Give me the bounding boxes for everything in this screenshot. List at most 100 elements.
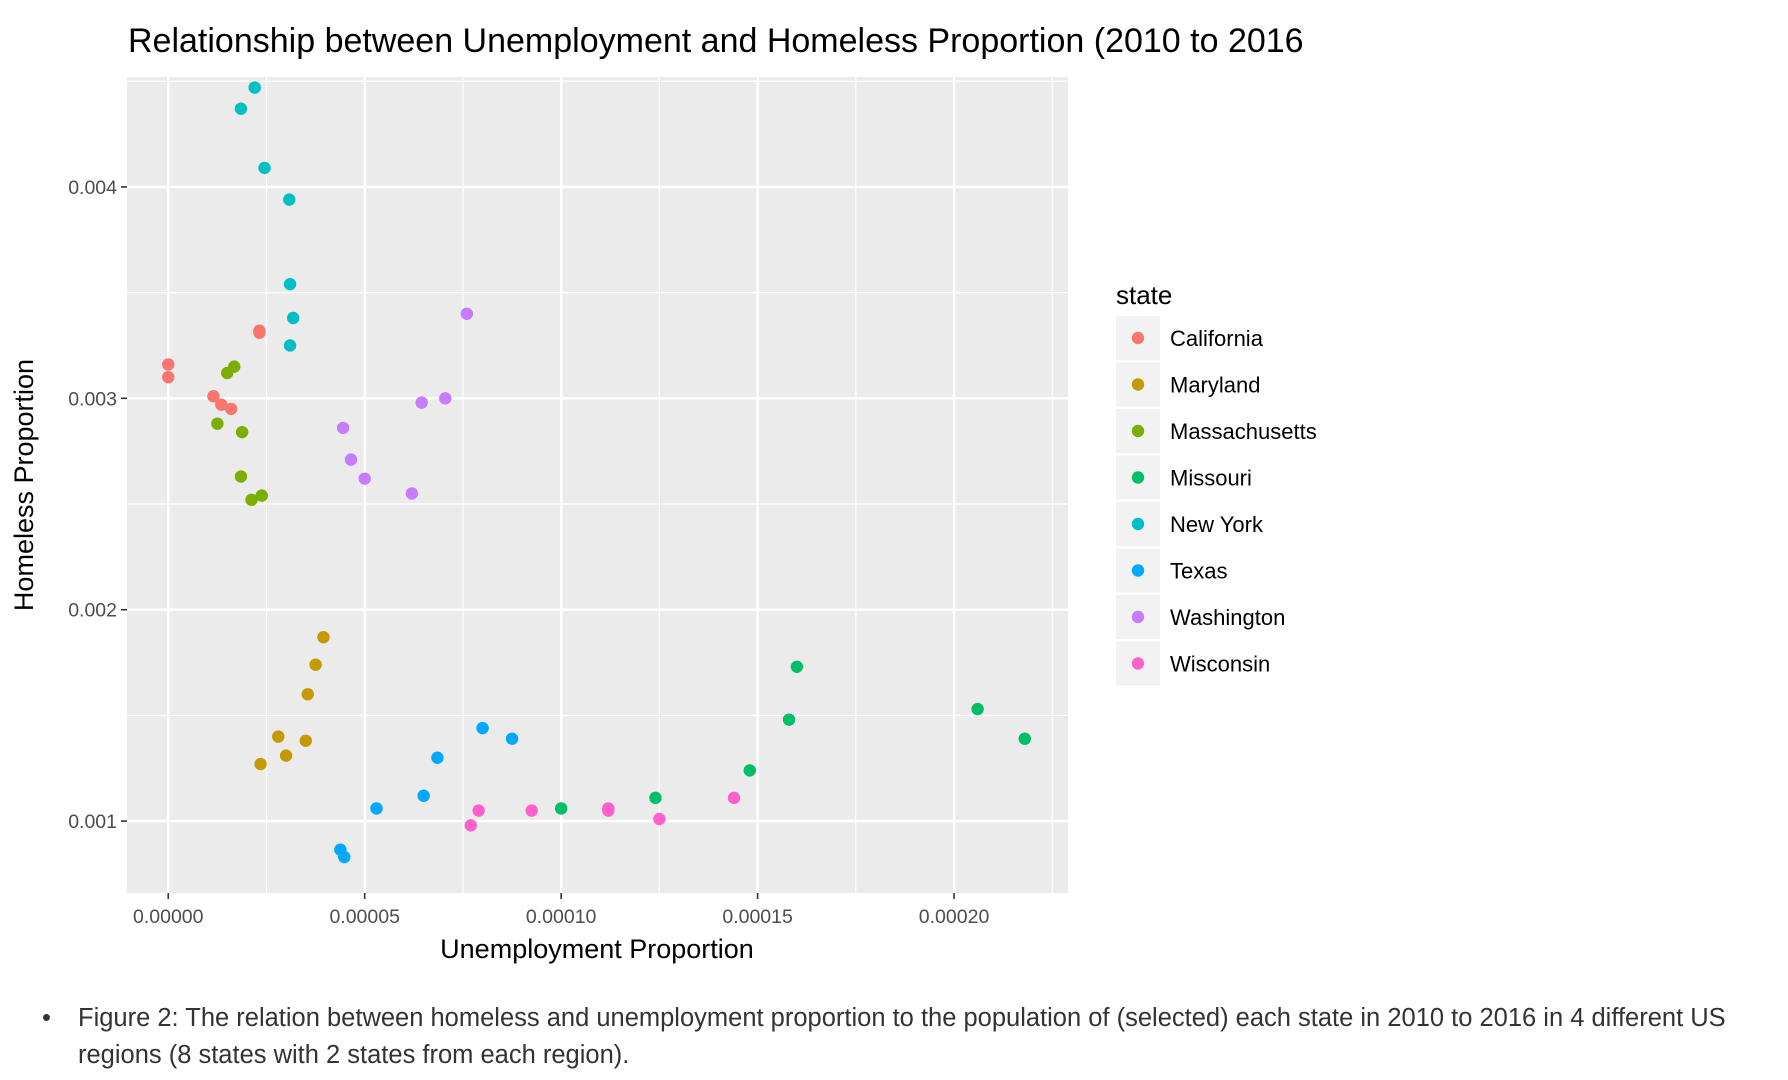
data-point-new-york — [248, 81, 261, 94]
legend-label: Maryland — [1170, 373, 1260, 398]
data-point-new-york — [234, 102, 248, 115]
data-point-wisconsin — [464, 819, 477, 832]
legend-label: Washington — [1170, 605, 1285, 630]
legend-swatch — [1131, 378, 1145, 391]
legend-label: New York — [1170, 512, 1264, 537]
legend-items: California Maryland Massachusetts Missouri N… — [1116, 316, 1317, 686]
chart-title: Relationship between Unemployment and Ho… — [128, 22, 1304, 60]
data-point-california — [224, 402, 238, 416]
legend-swatch — [1131, 610, 1145, 624]
y-tick-label: 0.004 — [68, 177, 117, 199]
data-point-wisconsin — [727, 791, 741, 805]
data-point-maryland — [301, 688, 314, 701]
data-point-california — [162, 370, 175, 384]
data-point-massachusetts — [211, 417, 224, 430]
x-axis-ticks: 0.00000 0.00005 0.00010 0.00015 0.00020 — [133, 893, 989, 928]
legend-item-maryland: Maryland — [1116, 362, 1260, 407]
data-point-washington — [405, 487, 419, 500]
minor-gridlines — [127, 77, 1068, 893]
data-point-massachusetts — [220, 366, 234, 380]
legend-label: Texas — [1170, 559, 1227, 584]
legend-item-texas: Texas — [1116, 548, 1227, 593]
data-point-massachusetts — [234, 470, 248, 483]
major-gridlines — [127, 77, 1068, 893]
y-axis-title: Homeless Proportion — [9, 359, 39, 611]
data-point-california — [253, 326, 266, 339]
data-point-wisconsin — [472, 804, 485, 817]
legend-title: state — [1116, 280, 1172, 310]
data-points — [162, 81, 1031, 864]
legend-label: Missouri — [1170, 466, 1252, 491]
data-point-california — [207, 390, 220, 403]
data-point-maryland — [317, 631, 330, 644]
data-point-texas — [370, 802, 383, 815]
data-point-missouri — [782, 713, 796, 726]
data-point-new-york — [258, 161, 271, 175]
data-point-massachusetts — [255, 489, 268, 502]
x-axis-title: Unemployment Proportion — [440, 934, 754, 964]
data-point-texas — [417, 789, 430, 802]
data-point-new-york — [283, 193, 296, 206]
x-tick-label: 0.00010 — [526, 906, 597, 928]
data-point-missouri — [554, 802, 568, 815]
data-point-missouri — [790, 660, 804, 674]
legend-item-massachusetts: Massachusetts — [1116, 409, 1317, 453]
x-tick-label: 0.00000 — [133, 906, 204, 928]
legend-swatch — [1131, 657, 1145, 670]
bullet-marker: • — [42, 1004, 51, 1032]
scatter-chart: Relationship between Unemployment and Ho… — [9, 22, 1317, 964]
data-point-texas — [338, 850, 351, 864]
data-point-maryland — [272, 730, 285, 743]
figure-caption: • Figure 2: The relation between homeles… — [42, 1000, 1782, 1074]
legend-label: California — [1170, 326, 1264, 351]
legend-item-new-york: New York — [1116, 502, 1264, 546]
data-point-massachusetts — [235, 425, 249, 439]
legend-swatch — [1131, 424, 1145, 438]
data-point-wisconsin — [602, 804, 615, 817]
data-point-wisconsin — [653, 812, 666, 826]
data-point-massachusetts — [245, 493, 258, 506]
caption-text: Figure 2: The relation between homeless … — [78, 1004, 1726, 1069]
data-point-new-york — [283, 277, 297, 291]
legend-item-washington: Washington — [1116, 595, 1285, 639]
data-point-maryland — [254, 757, 267, 771]
legend-item-missouri: Missouri — [1116, 455, 1252, 500]
data-point-california — [162, 358, 175, 371]
data-point-missouri — [1018, 732, 1031, 745]
legend-label: Massachusetts — [1170, 419, 1317, 444]
data-point-new-york — [283, 339, 297, 352]
data-point-washington — [460, 307, 474, 320]
data-point-texas — [476, 721, 489, 735]
x-tick-label: 0.00015 — [722, 906, 793, 928]
x-tick-label: 0.00020 — [919, 906, 990, 928]
legend-swatch — [1131, 564, 1145, 577]
legend-label: Wisconsin — [1170, 652, 1270, 677]
data-point-new-york — [286, 311, 300, 325]
data-point-missouri — [649, 791, 662, 805]
data-point-washington — [439, 392, 452, 405]
x-tick-label: 0.00005 — [329, 906, 400, 928]
legend-swatch — [1131, 331, 1145, 345]
data-point-missouri — [971, 702, 984, 716]
legend-item-california: California — [1116, 316, 1264, 360]
data-point-california — [215, 398, 228, 411]
data-point-maryland — [309, 658, 322, 671]
data-point-missouri — [743, 764, 756, 777]
data-point-washington — [336, 421, 350, 435]
y-tick-label: 0.003 — [68, 388, 117, 410]
legend-swatch — [1131, 471, 1145, 484]
data-point-washington — [344, 453, 358, 466]
legend-swatch — [1131, 517, 1145, 531]
y-tick-label: 0.002 — [68, 600, 117, 622]
data-point-washington — [415, 396, 428, 409]
data-point-texas — [431, 751, 444, 764]
legend-item-wisconsin: Wisconsin — [1116, 641, 1270, 686]
data-point-texas — [505, 732, 519, 745]
data-point-washington — [358, 472, 371, 485]
data-point-maryland — [279, 749, 293, 762]
y-axis-ticks: 0.001 0.002 0.003 0.004 — [68, 177, 127, 833]
legend: state California Maryland Massachusetts Mis… — [1116, 280, 1317, 686]
plot-panel — [127, 77, 1068, 893]
y-tick-label: 0.001 — [68, 811, 117, 833]
data-point-wisconsin — [525, 804, 538, 817]
